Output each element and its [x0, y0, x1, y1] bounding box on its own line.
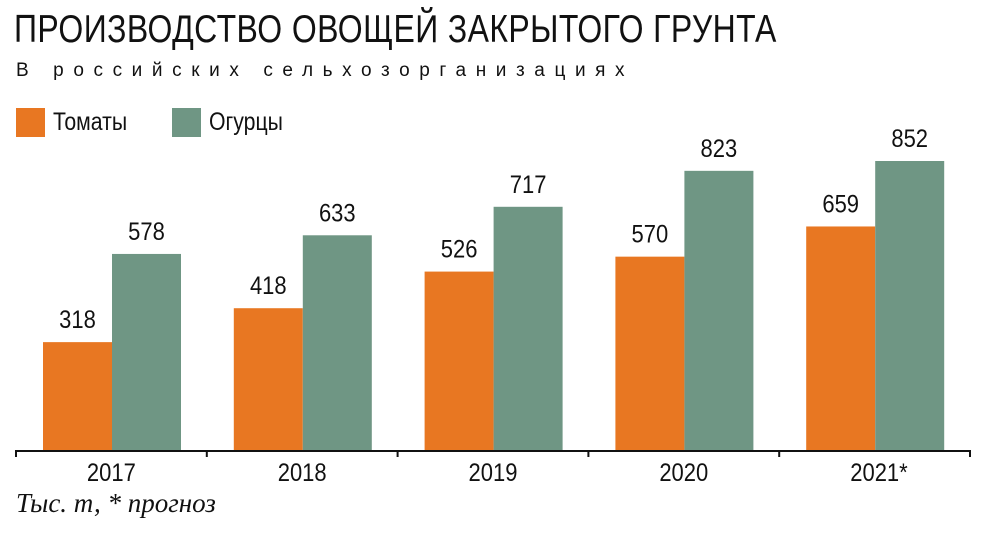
bar: [493, 206, 563, 450]
legend-swatch: [172, 108, 201, 137]
data-label: 823: [701, 135, 738, 163]
data-label: 526: [441, 235, 478, 263]
data-label: 633: [319, 199, 356, 227]
chart-note: Тыс. т, * прогноз: [16, 488, 216, 518]
data-label: 659: [822, 190, 859, 218]
data-label: 418: [250, 272, 287, 300]
x-tick-label: 2021*: [850, 459, 907, 487]
bar: [43, 342, 112, 450]
data-label: 318: [59, 306, 96, 334]
data-label: 570: [632, 220, 669, 248]
bar: [615, 256, 685, 450]
legend-swatch: [16, 108, 45, 137]
legend-item-tomatoes: Томаты: [16, 108, 140, 137]
chart-title: ПРОИЗВОДСТВО ОВОЩЕЙ ЗАКРЫТОГО ГРУНТА: [14, 8, 777, 51]
data-label: 717: [510, 170, 547, 198]
data-label: 578: [128, 218, 165, 246]
bar: [233, 308, 303, 450]
x-tick-label: 2018: [278, 459, 327, 487]
bar: [302, 235, 372, 450]
bar: [684, 170, 754, 450]
chart-subtitle: В российских сельхозорганизациях: [16, 60, 635, 81]
bar: [806, 226, 876, 450]
bar: [424, 271, 494, 450]
bar: [112, 253, 181, 450]
bar: [875, 161, 945, 450]
data-label: 852: [891, 125, 928, 153]
legend-label: Огурцы: [209, 108, 283, 136]
legend-label: Томаты: [53, 108, 128, 136]
x-tick-label: 2017: [87, 459, 136, 487]
x-tick-label: 2020: [659, 459, 708, 487]
x-tick-label: 2019: [469, 459, 518, 487]
legend-item-cucumbers: Огурцы: [172, 108, 296, 137]
